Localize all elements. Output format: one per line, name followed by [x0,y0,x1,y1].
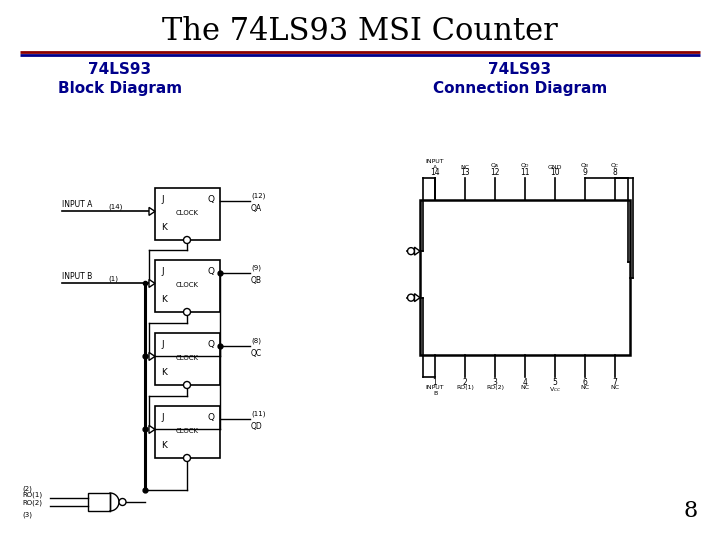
Circle shape [408,294,415,301]
Text: 1: 1 [433,378,437,387]
Text: (11): (11) [251,410,266,417]
Text: CLOCK: CLOCK [176,355,199,361]
Text: RO(1): RO(1) [22,491,42,498]
Text: NC: NC [580,385,590,390]
Circle shape [184,381,191,388]
Text: (9): (9) [251,265,261,271]
Text: 4: 4 [523,378,528,387]
Text: J: J [161,413,163,422]
Text: CLOCK: CLOCK [176,428,199,434]
Text: K: K [161,368,167,377]
Text: 6: 6 [582,378,588,387]
Text: 11: 11 [521,168,530,177]
Text: NC: NC [611,385,620,390]
Text: Q: Q [207,340,214,349]
Text: 74LS93
Connection Diagram: 74LS93 Connection Diagram [433,62,607,96]
Text: RO(2): RO(2) [22,500,42,506]
Text: RO(1): RO(1) [456,385,474,390]
Bar [155,406,220,458]
Text: QD: QD [251,422,263,431]
Text: Q$_A$: Q$_A$ [490,161,500,170]
Text: GND: GND [548,165,562,170]
Text: 10: 10 [550,168,560,177]
Text: V$_{CC}$: V$_{CC}$ [549,385,561,394]
Text: (8): (8) [251,338,261,344]
Text: 8: 8 [684,500,698,522]
Text: Q$_B$: Q$_B$ [580,161,590,170]
Polygon shape [415,294,420,302]
Text: K: K [161,223,167,232]
Text: INPUT A: INPUT A [62,200,92,210]
Text: CLOCK: CLOCK [176,210,199,216]
Text: NC: NC [460,165,469,170]
Text: Q$_D$: Q$_D$ [520,161,530,170]
Text: 9: 9 [582,168,588,177]
Text: INPUT
A: INPUT A [426,159,444,170]
Circle shape [184,308,191,315]
Text: NC: NC [521,385,530,390]
Circle shape [184,237,191,244]
Text: (1): (1) [108,276,118,282]
Text: QB: QB [251,276,262,285]
Polygon shape [149,353,155,360]
Text: 2: 2 [463,378,467,387]
Text: (12): (12) [251,192,266,199]
Text: J: J [161,195,163,204]
Text: (2): (2) [22,485,32,492]
Text: J: J [161,267,163,276]
Text: (14): (14) [108,204,122,211]
Polygon shape [149,279,155,287]
Bar [155,188,220,240]
Text: (3): (3) [22,512,32,518]
Polygon shape [149,426,155,434]
Text: INPUT
B: INPUT B [426,385,444,396]
Text: 3: 3 [492,378,498,387]
Polygon shape [149,207,155,215]
Text: K: K [161,441,167,450]
Text: 7: 7 [613,378,618,387]
Circle shape [184,455,191,462]
Text: 14: 14 [430,168,440,177]
Text: RO(2): RO(2) [486,385,504,390]
Bar [155,333,220,385]
Text: K: K [161,295,167,304]
Bar [155,260,220,312]
Text: 5: 5 [552,378,557,387]
Polygon shape [415,247,420,255]
Bar [420,200,630,355]
Text: 12: 12 [490,168,500,177]
Bar [88,493,110,511]
Text: J: J [161,340,163,349]
Text: 8: 8 [613,168,617,177]
Text: 74LS93
Block Diagram: 74LS93 Block Diagram [58,62,182,96]
Text: Q: Q [207,413,214,422]
Text: Q: Q [207,195,214,204]
Text: Q: Q [207,267,214,276]
Text: CLOCK: CLOCK [176,282,199,288]
Text: Q$_C$: Q$_C$ [610,161,620,170]
Circle shape [119,498,126,505]
Text: QC: QC [251,349,262,358]
Text: The 74LS93 MSI Counter: The 74LS93 MSI Counter [162,17,558,48]
Text: QA: QA [251,204,262,213]
Text: 13: 13 [460,168,470,177]
Text: INPUT B: INPUT B [62,272,92,281]
Circle shape [408,248,415,255]
